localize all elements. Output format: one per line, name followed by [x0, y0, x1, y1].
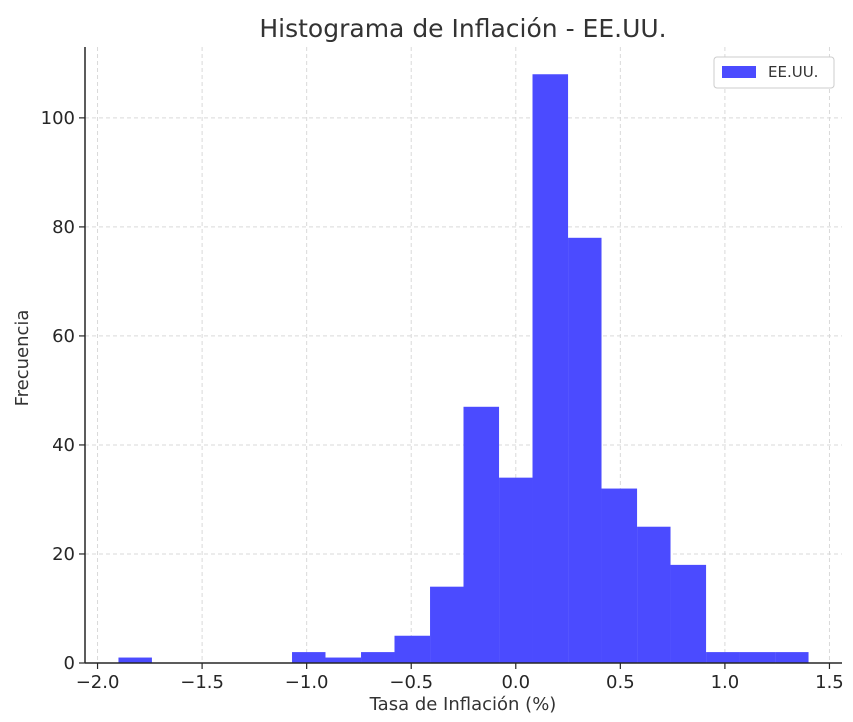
x-tick-label: −1.5 — [180, 672, 224, 693]
y-tick-label: 40 — [52, 435, 75, 456]
histogram-bar — [601, 488, 638, 663]
histogram-bar — [739, 652, 776, 663]
histogram-bar — [775, 652, 809, 663]
ticks: −2.0 −1.5 −1.0 −0.5 0.0 0.5 1.0 1.5 0 20 40 60 80 100 — [41, 108, 844, 693]
x-tick-label: −2.0 — [76, 672, 120, 693]
legend: EE.UU. — [713, 56, 835, 89]
x-tick-label: 1.0 — [711, 672, 740, 693]
x-axis-label: Tasa de Inflación (%) — [369, 694, 557, 715]
histogram-bar — [532, 74, 569, 663]
histogram-bar — [670, 564, 707, 663]
legend-label: EE.UU. — [768, 63, 818, 81]
x-tick-label: 0.5 — [606, 672, 635, 693]
legend-frame — [713, 56, 835, 89]
histogram-bar — [394, 635, 431, 663]
chart-title: Histograma de Inflación - EE.UU. — [259, 14, 666, 43]
histogram-bar — [292, 652, 326, 663]
histogram-bar — [568, 237, 602, 664]
y-tick-label: 0 — [64, 653, 75, 674]
legend-swatch — [722, 66, 756, 78]
y-tick-label: 100 — [41, 108, 75, 129]
y-tick-label: 60 — [52, 326, 75, 347]
histogram-bar — [430, 586, 464, 663]
x-tick-label: 1.5 — [815, 672, 844, 693]
x-tick-label: −1.0 — [285, 672, 329, 693]
y-axis-label: Frecuencia — [12, 310, 33, 407]
axes — [84, 47, 842, 664]
histogram-bar — [325, 657, 362, 663]
histogram-bar — [637, 526, 671, 663]
y-tick-label: 80 — [52, 217, 75, 238]
histogram-bar — [706, 652, 740, 663]
x-tick-label: −0.5 — [389, 672, 433, 693]
histogram-bar — [463, 406, 500, 663]
x-tick-label: 0.0 — [501, 672, 530, 693]
histogram-bar — [361, 652, 395, 663]
histogram-bar — [499, 477, 533, 663]
bars — [118, 74, 809, 664]
histogram-bar — [118, 657, 152, 663]
y-tick-label: 20 — [52, 544, 75, 565]
